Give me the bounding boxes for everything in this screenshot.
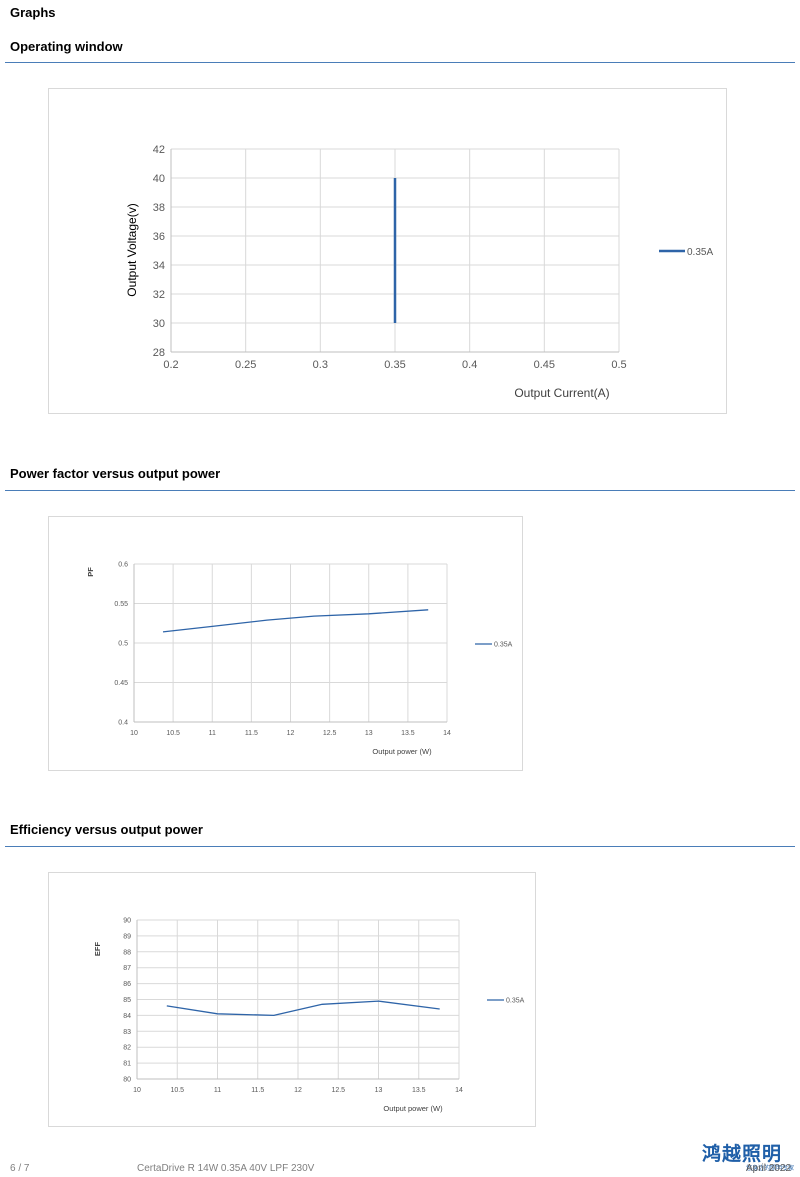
y-tick-label: 34 xyxy=(153,260,165,272)
y-tick-label: 28 xyxy=(153,347,165,359)
y-tick-label: 87 xyxy=(123,965,131,972)
x-tick-label: 0.5 xyxy=(611,359,626,371)
x-tick-label: 14 xyxy=(455,1087,463,1094)
y-tick-label: 40 xyxy=(153,173,165,185)
y-tick-label: 83 xyxy=(123,1029,131,1036)
legend-label: 0.35A xyxy=(494,641,513,648)
y-tick-label: 84 xyxy=(123,1013,131,1020)
x-tick-label: 13.5 xyxy=(401,730,415,737)
y-tick-label: 0.6 xyxy=(118,561,128,568)
section-title-power-factor: Power factor versus output power xyxy=(10,466,221,481)
series-line xyxy=(166,1000,440,1017)
x-axis-title: Output power (W) xyxy=(383,1104,443,1113)
legend-label: 0.35A xyxy=(687,247,713,258)
x-tick-label: 0.45 xyxy=(534,359,555,371)
chart-power-factor: 10 10.5 11 11.5 12 12.5 13 13.5 14 0.4 0.45 0.5 0.55… xyxy=(48,516,523,771)
chart-power-factor-svg: 10 10.5 11 11.5 12 12.5 13 13.5 14 0.4 0.45 0.5 0.55… xyxy=(86,561,513,756)
x-tick-label: 12 xyxy=(287,730,295,737)
footer-date: April 2022 xyxy=(746,1163,792,1174)
y-tick-label: 30 xyxy=(153,318,165,330)
x-tick-label: 0.4 xyxy=(462,359,477,371)
section-rule xyxy=(5,490,795,491)
logo-text: 鸿越照明 xyxy=(702,1143,783,1165)
section-rule xyxy=(5,846,795,847)
x-tick-label: 0.25 xyxy=(235,359,256,371)
y-tick-label: 90 xyxy=(123,917,131,924)
x-tick-label: 10 xyxy=(133,1087,141,1094)
section-title-operating-window: Operating window xyxy=(10,39,123,54)
chart-operating-window: 0.2 0.25 0.3 0.35 0.4 0.45 0.5 28 30 32 34 36 38 40 42… xyxy=(48,88,727,414)
y-axis-title: EFF xyxy=(93,942,102,957)
x-tick-label: 12.5 xyxy=(323,730,337,737)
chart-operating-window-svg: 0.2 0.25 0.3 0.35 0.4 0.45 0.5 28 30 32 34 36 38 40 42… xyxy=(125,144,713,400)
x-tick-label: 0.3 xyxy=(313,359,328,371)
legend-label: 0.35A xyxy=(506,997,525,1004)
brand-logo: 鸿越照明 您身边的照明专家 xyxy=(702,1143,794,1173)
y-tick-label: 38 xyxy=(153,202,165,214)
series-line xyxy=(162,609,429,633)
x-tick-label: 10.5 xyxy=(170,1087,184,1094)
chart-efficiency: 10 10.5 11 11.5 12 12.5 13 13.5 14 80 81 82 83 84 85 86… xyxy=(48,872,536,1127)
x-tick-label: 0.2 xyxy=(163,359,178,371)
x-tick-label: 10 xyxy=(130,730,138,737)
footer-page-number: 6 / 7 xyxy=(10,1163,30,1174)
y-tick-label: 85 xyxy=(123,997,131,1004)
chart-efficiency-svg: 10 10.5 11 11.5 12 12.5 13 13.5 14 80 81 82 83 84 85 86… xyxy=(93,917,525,1113)
y-tick-label: 82 xyxy=(123,1045,131,1052)
x-axis-title: Output power (W) xyxy=(372,747,432,756)
x-tick-label: 0.35 xyxy=(384,359,405,371)
x-tick-label: 12.5 xyxy=(331,1087,345,1094)
x-tick-label: 11.5 xyxy=(245,730,258,737)
y-tick-label: 86 xyxy=(123,981,131,988)
x-tick-label: 11.5 xyxy=(251,1087,264,1094)
x-axis-title: Output Current(A) xyxy=(514,386,609,400)
x-tick-label: 13.5 xyxy=(412,1087,426,1094)
y-tick-label: 80 xyxy=(123,1076,131,1083)
x-tick-label: 13 xyxy=(375,1087,383,1094)
x-tick-label: 14 xyxy=(443,730,451,737)
y-tick-label: 42 xyxy=(153,144,165,156)
y-tick-label: 0.4 xyxy=(118,719,128,726)
y-axis-title: PF xyxy=(86,567,95,577)
section-title-efficiency: Efficiency versus output power xyxy=(10,822,203,837)
y-tick-label: 89 xyxy=(123,933,131,940)
x-tick-label: 11 xyxy=(209,730,216,737)
section-rule xyxy=(5,62,795,63)
y-tick-label: 32 xyxy=(153,289,165,301)
x-tick-label: 11 xyxy=(214,1087,221,1094)
y-tick-label: 36 xyxy=(153,231,165,243)
y-tick-label: 81 xyxy=(123,1061,131,1068)
x-tick-label: 12 xyxy=(294,1087,302,1094)
y-tick-label: 0.45 xyxy=(114,680,128,687)
x-tick-label: 10.5 xyxy=(166,730,180,737)
y-tick-label: 0.5 xyxy=(118,640,128,647)
y-tick-label: 0.55 xyxy=(114,601,128,608)
y-tick-label: 88 xyxy=(123,949,131,956)
logo-subtext: 您身边的照明专家 xyxy=(745,1166,794,1172)
page-heading: Graphs xyxy=(10,5,56,20)
y-axis-title: Output Voltage(v) xyxy=(125,203,139,296)
x-tick-label: 13 xyxy=(365,730,373,737)
footer-product: CertaDrive R 14W 0.35A 40V LPF 230V xyxy=(137,1163,315,1174)
